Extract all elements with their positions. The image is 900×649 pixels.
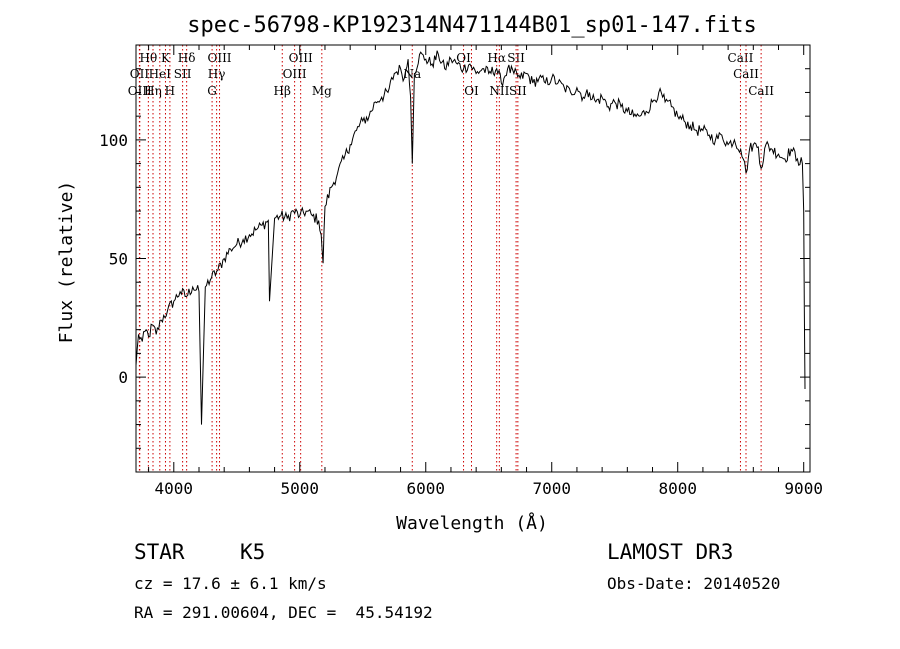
line-marker-label: Hγ <box>208 67 226 81</box>
x-tick-label: 5000 <box>281 479 320 498</box>
line-marker-label: OIII <box>128 84 152 98</box>
spectrum-line <box>135 50 806 425</box>
object-class: STAR <box>134 540 185 564</box>
line-marker-label: G <box>207 84 217 98</box>
line-marker-label: OI <box>464 84 479 98</box>
chart-title: spec-56798-KP192314N471144B01_sp01-147.f… <box>187 13 757 38</box>
x-tick-label: 4000 <box>155 479 194 498</box>
line-marker-label: K <box>161 51 171 65</box>
line-marker-label: OI <box>456 51 471 65</box>
line-marker-label: CaII <box>728 51 754 65</box>
line-marker-label: CaII <box>748 84 774 98</box>
line-marker-label: H <box>165 84 175 98</box>
line-marker-label: OIII <box>283 67 307 81</box>
line-marker-label: NII <box>489 84 509 98</box>
line-marker-label: Hβ <box>274 84 291 98</box>
line-marker-label: HeI <box>149 67 172 81</box>
x-tick-label: 7000 <box>532 479 571 498</box>
plot-frame <box>135 44 811 473</box>
x-axis-label: Wavelength (Å) <box>396 512 548 534</box>
line-marker-label: SII <box>174 67 192 81</box>
line-marker-label: Hη <box>144 84 162 98</box>
y-tick-label: 100 <box>99 131 128 150</box>
x-tick-label: 8000 <box>658 479 697 498</box>
x-tick-label: 6000 <box>406 479 445 498</box>
line-marker-label: CaII <box>733 67 759 81</box>
line-marker-label: Hα <box>487 51 506 65</box>
line-marker-label: OIII <box>289 51 313 65</box>
redshift-readout: cz = 17.6 ± 6.1 km/s <box>134 574 327 593</box>
coordinates-readout: RA = 291.00604, DEC = 45.54192 <box>134 603 433 622</box>
line-marker-label: Mg <box>312 84 332 98</box>
obs-date: Obs-Date: 20140520 <box>607 574 781 593</box>
line-marker-label: Hδ <box>178 51 196 65</box>
y-tick-label: 50 <box>109 250 128 269</box>
x-tick-label: 9000 <box>784 479 823 498</box>
x-axis-ticks: 4000 5000 6000 7000 8000 9000 <box>148 45 823 498</box>
line-marker-label: OIII <box>207 51 231 65</box>
survey-name: LAMOST DR3 <box>607 540 734 564</box>
spectrum-series <box>135 50 806 425</box>
line-marker-label: SII <box>509 84 527 98</box>
line-marker-label: SII <box>507 51 525 65</box>
object-subclass: K5 <box>240 540 266 564</box>
y-axis-label: Flux (relative) <box>56 181 77 344</box>
y-tick-label: 0 <box>118 368 128 387</box>
line-marker-label: Hθ <box>139 51 157 65</box>
y-axis-ticks: 0 50 100 <box>99 44 810 473</box>
